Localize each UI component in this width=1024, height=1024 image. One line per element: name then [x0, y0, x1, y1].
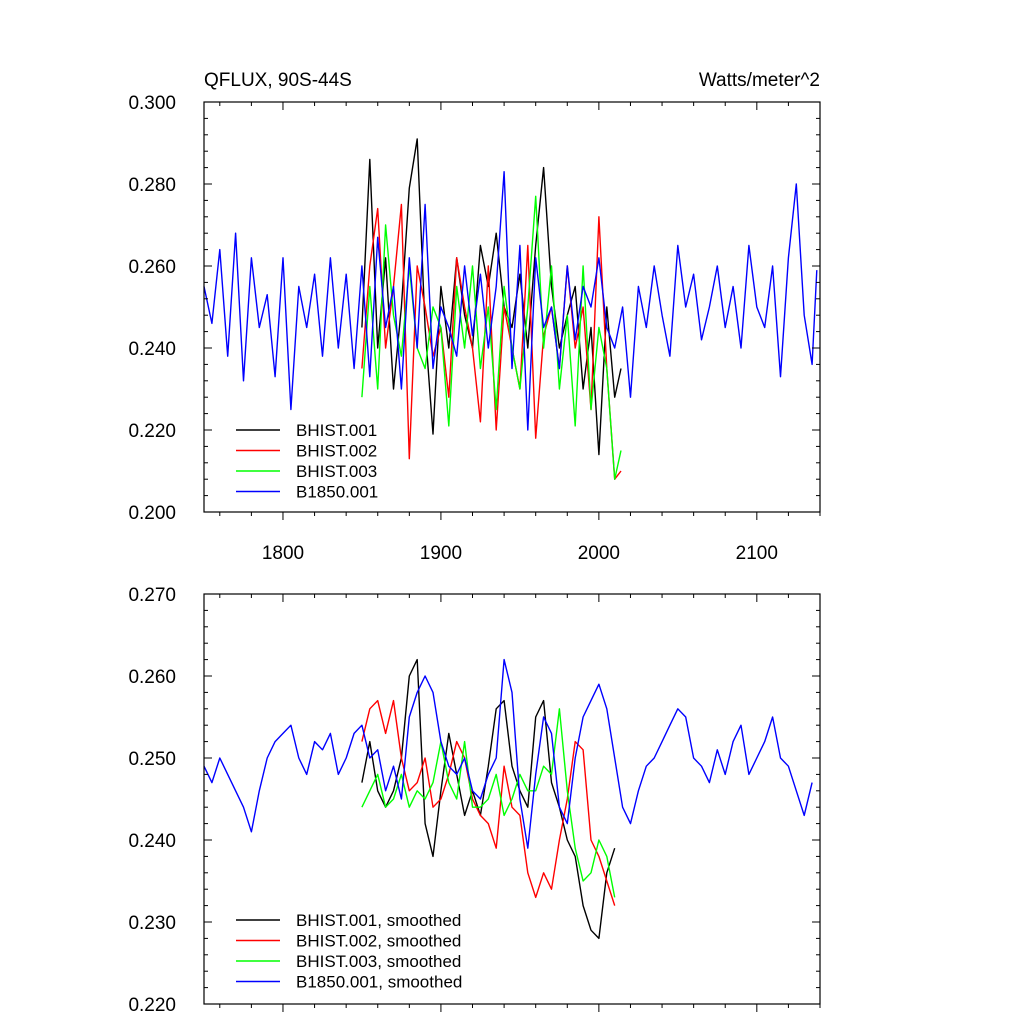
y-tick-label: 0.220 [128, 421, 176, 442]
y-tick-label: 0.270 [128, 585, 176, 606]
y-tick-label: 0.280 [128, 175, 176, 196]
y-tick-label: 0.240 [128, 339, 176, 360]
series-line-4 [203, 170, 818, 431]
legend-label: B1850.001 [296, 483, 378, 502]
series-line-1 [361, 658, 616, 940]
legend-label: BHIST.001, smoothed [296, 911, 461, 930]
series-line-3 [361, 195, 622, 480]
y-tick-label: 0.220 [128, 995, 176, 1016]
bottom-plot-panel: 0.220 0.230 0.240 0.250 0.260 0.270 BHIST.001,… [128, 585, 821, 1016]
plot-frame [203, 593, 821, 1005]
legend-label: BHIST.003 [296, 462, 377, 481]
y-tick-label: 0.260 [128, 667, 176, 688]
series-line-3 [361, 708, 616, 898]
series-line-2 [361, 699, 616, 906]
y-tick-label: 0.300 [128, 93, 176, 114]
top-plot-panel: 0.200 0.220 0.240 0.260 0.280 0.300 1800 1900 20… [128, 93, 821, 564]
legend-label: BHIST.003, smoothed [296, 952, 461, 971]
plot-frame [203, 101, 821, 513]
chart-title-left: QFLUX, 90S-44S [204, 70, 352, 91]
legend-label: B1850.001, smoothed [296, 973, 462, 992]
x-tick-label: 1900 [420, 543, 462, 564]
legend-label: BHIST.001 [296, 421, 377, 440]
series-line-4 [203, 658, 813, 849]
y-tick-label: 0.230 [128, 913, 176, 934]
y-tick-label: 0.240 [128, 831, 176, 852]
y-tick-label: 0.250 [128, 749, 176, 770]
y-tick-label: 0.260 [128, 257, 176, 278]
chart-title-right: Watts/meter^2 [699, 70, 820, 91]
x-tick-label: 2100 [736, 543, 778, 564]
legend-label: BHIST.002 [296, 442, 377, 461]
x-tick-label: 2000 [578, 543, 620, 564]
y-tick-label: 0.200 [128, 503, 176, 524]
x-tick-label: 1800 [262, 543, 304, 564]
legend-label: BHIST.002, smoothed [296, 932, 461, 951]
